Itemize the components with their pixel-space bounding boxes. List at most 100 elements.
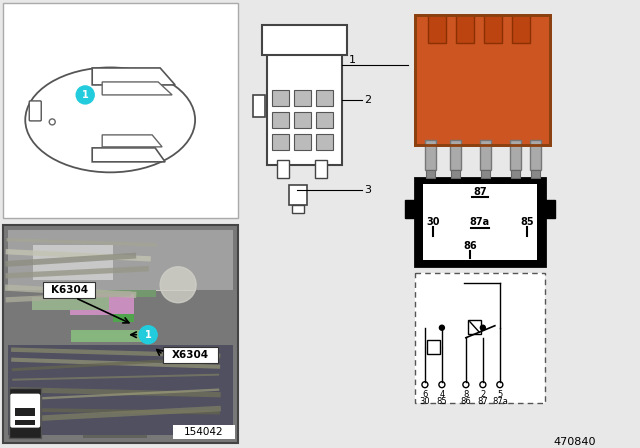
FancyBboxPatch shape bbox=[29, 101, 41, 121]
Text: 1: 1 bbox=[348, 55, 355, 65]
Text: 1: 1 bbox=[145, 330, 152, 340]
Bar bbox=[175, 272, 205, 281]
Bar bbox=[172, 400, 192, 418]
Text: 2: 2 bbox=[480, 390, 486, 399]
Text: 2: 2 bbox=[364, 95, 372, 105]
Bar bbox=[415, 178, 545, 266]
Bar bbox=[272, 112, 289, 128]
Bar bbox=[512, 15, 530, 43]
Polygon shape bbox=[92, 148, 165, 162]
Bar bbox=[95, 288, 151, 296]
Text: 1: 1 bbox=[82, 90, 88, 100]
Circle shape bbox=[481, 325, 485, 330]
Text: X6304: X6304 bbox=[172, 350, 209, 360]
Text: 470840: 470840 bbox=[554, 437, 596, 447]
Bar bbox=[294, 90, 311, 106]
Bar bbox=[20, 401, 76, 424]
Text: 8: 8 bbox=[463, 390, 468, 399]
Bar bbox=[86, 284, 156, 297]
Bar bbox=[128, 412, 153, 422]
Bar bbox=[8, 345, 233, 435]
Circle shape bbox=[440, 325, 444, 330]
Text: 30: 30 bbox=[426, 217, 440, 227]
Bar bbox=[450, 140, 461, 170]
Text: 87: 87 bbox=[473, 187, 486, 197]
Bar bbox=[99, 385, 131, 403]
Circle shape bbox=[76, 86, 94, 104]
FancyBboxPatch shape bbox=[10, 394, 40, 428]
Bar bbox=[481, 170, 490, 178]
Bar bbox=[511, 170, 520, 178]
Bar bbox=[81, 422, 159, 433]
Bar bbox=[316, 134, 333, 150]
Bar bbox=[36, 388, 61, 418]
Bar bbox=[69, 249, 130, 265]
Text: 4: 4 bbox=[439, 390, 445, 399]
Bar bbox=[113, 314, 134, 322]
Polygon shape bbox=[92, 68, 175, 85]
Bar bbox=[65, 237, 122, 254]
Bar bbox=[272, 134, 289, 150]
Circle shape bbox=[422, 382, 428, 388]
Bar bbox=[428, 15, 446, 43]
Bar bbox=[80, 253, 152, 273]
Bar bbox=[10, 391, 72, 414]
Bar bbox=[545, 200, 555, 218]
Bar bbox=[294, 134, 311, 150]
Bar bbox=[262, 25, 347, 55]
Polygon shape bbox=[102, 135, 162, 147]
Text: 154042: 154042 bbox=[184, 426, 224, 437]
Bar bbox=[118, 267, 196, 291]
Bar bbox=[451, 170, 460, 178]
Bar bbox=[427, 340, 440, 354]
Text: 30: 30 bbox=[420, 397, 430, 406]
Bar bbox=[315, 160, 327, 178]
Bar bbox=[510, 140, 521, 170]
Bar bbox=[70, 294, 134, 315]
Bar bbox=[253, 95, 265, 117]
Bar bbox=[170, 407, 209, 415]
Polygon shape bbox=[102, 82, 172, 95]
Bar bbox=[135, 402, 203, 412]
Bar bbox=[530, 140, 541, 170]
Text: 3: 3 bbox=[364, 185, 371, 195]
Circle shape bbox=[49, 119, 55, 125]
Bar bbox=[3, 3, 238, 218]
Bar bbox=[15, 420, 35, 425]
Text: 86: 86 bbox=[463, 241, 477, 251]
Bar bbox=[8, 230, 233, 290]
Text: K6304: K6304 bbox=[51, 285, 88, 295]
Text: 87: 87 bbox=[477, 397, 488, 406]
Text: 85: 85 bbox=[436, 397, 447, 406]
Circle shape bbox=[160, 267, 196, 303]
Bar bbox=[316, 112, 333, 128]
Bar bbox=[289, 185, 307, 205]
Text: 6: 6 bbox=[422, 390, 428, 399]
Bar bbox=[294, 112, 311, 128]
Bar bbox=[415, 15, 550, 145]
Text: 86: 86 bbox=[461, 397, 471, 406]
Bar bbox=[415, 15, 550, 145]
Bar bbox=[484, 15, 502, 43]
Ellipse shape bbox=[25, 68, 195, 172]
Bar bbox=[277, 160, 289, 178]
Bar bbox=[83, 418, 147, 438]
Bar bbox=[32, 371, 98, 390]
Bar bbox=[163, 347, 218, 363]
Bar bbox=[130, 263, 154, 292]
Bar bbox=[415, 273, 545, 403]
Circle shape bbox=[463, 382, 469, 388]
Bar bbox=[426, 170, 435, 178]
Bar bbox=[405, 200, 415, 218]
Text: 85: 85 bbox=[520, 217, 534, 227]
Bar bbox=[272, 90, 289, 106]
Bar bbox=[267, 50, 342, 165]
Bar bbox=[15, 410, 51, 431]
Bar bbox=[71, 331, 145, 342]
Circle shape bbox=[139, 326, 157, 344]
Bar bbox=[44, 282, 95, 298]
Text: 87a: 87a bbox=[470, 217, 490, 227]
Bar bbox=[3, 225, 238, 443]
Bar bbox=[32, 297, 109, 310]
Bar bbox=[54, 245, 92, 254]
